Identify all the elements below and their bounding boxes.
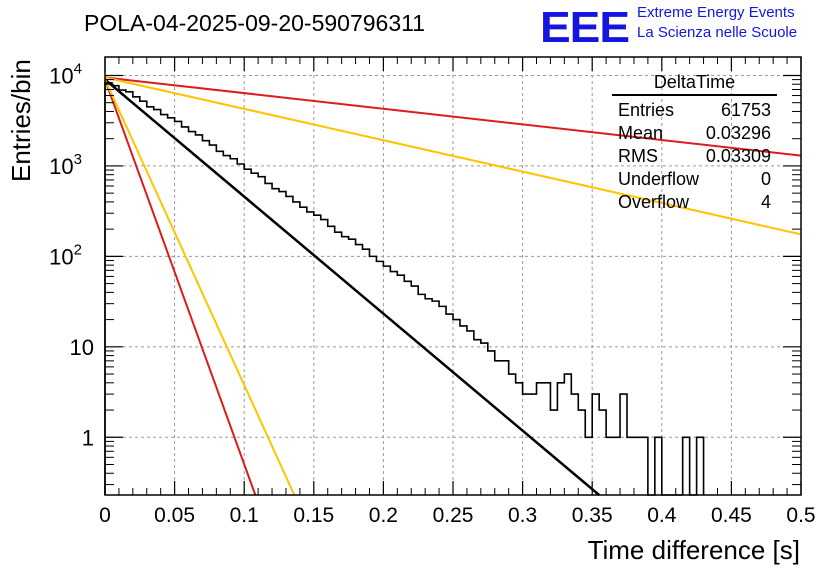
stats-row-entries: Entries 61753 (612, 99, 777, 122)
x-tick-label: 0.05 (154, 504, 195, 527)
fit-curves (104, 76, 802, 496)
stats-value: 4 (760, 192, 771, 212)
logo-line-2: La Scienza nelle Scuole (637, 24, 798, 41)
stats-value: 0 (760, 169, 771, 189)
stats-row-mean: Mean 0.03296 (612, 122, 777, 145)
stats-label: Mean (618, 123, 664, 143)
stats-row-rms: RMS 0.03309 (612, 145, 777, 168)
eee-logo: EEE Extreme Energy Events La Scienza nel… (540, 2, 830, 51)
axis-ticks (104, 57, 802, 495)
stats-box: DeltaTime Entries 61753 Mean 0.03296 RMS… (612, 72, 777, 214)
stats-label: Entries (618, 100, 675, 120)
y-tick-label: 104 (49, 60, 82, 88)
stats-label: Overflow (618, 192, 690, 212)
x-tick-label: 0 (99, 504, 111, 527)
y-tick-label: 103 (49, 151, 82, 179)
stats-value: 0.03296 (705, 123, 771, 143)
stats-title: DeltaTime (612, 72, 777, 96)
y-tick-labels: 1 10 102 103 104 (49, 60, 94, 450)
curve-red-shallow (104, 76, 802, 157)
y-tick-label: 10 (70, 335, 94, 360)
histogram (104, 81, 705, 496)
stats-label: Underflow (618, 169, 700, 189)
x-tick-label: 0.2 (369, 504, 398, 527)
curve-red-steep (104, 79, 257, 496)
x-tick-label: 0.1 (230, 504, 259, 527)
grid-lines (105, 57, 801, 495)
logo-line-1: Extreme Energy Events (637, 4, 795, 21)
x-tick-label: 0.15 (293, 504, 334, 527)
chart-title: POLA-04-2025-09-20-590796311 (84, 10, 425, 36)
stats-row-underflow: Underflow 0 (612, 168, 777, 191)
x-axis-label: Time difference [s] (587, 535, 800, 565)
x-tick-label: 0.3 (508, 504, 537, 527)
y-axis-label: Entries/bin (6, 59, 36, 182)
x-tick-label: 0.35 (572, 504, 613, 527)
x-tick-label: 0.5 (786, 504, 815, 527)
x-tick-labels: 0 0.05 0.1 0.15 0.2 0.25 0.3 0.35 0.4 0.45 0.5 (99, 504, 815, 527)
x-tick-label: 0.4 (647, 504, 677, 527)
eee-logo-mark: EEE (540, 2, 630, 52)
x-tick-label: 0.45 (711, 504, 752, 527)
curve-yellow-steep (104, 79, 296, 496)
curve-fit (104, 78, 600, 496)
stats-label: RMS (618, 146, 658, 166)
x-tick-label: 0.25 (433, 504, 474, 527)
y-tick-label: 102 (49, 241, 82, 269)
histogram-outline (104, 81, 705, 496)
stats-value: 0.03309 (705, 146, 771, 166)
stats-row-overflow: Overflow 4 (612, 191, 777, 214)
y-tick-label: 1 (82, 425, 94, 450)
stats-value: 61753 (720, 100, 771, 120)
curve-yellow-shallow (104, 76, 802, 236)
